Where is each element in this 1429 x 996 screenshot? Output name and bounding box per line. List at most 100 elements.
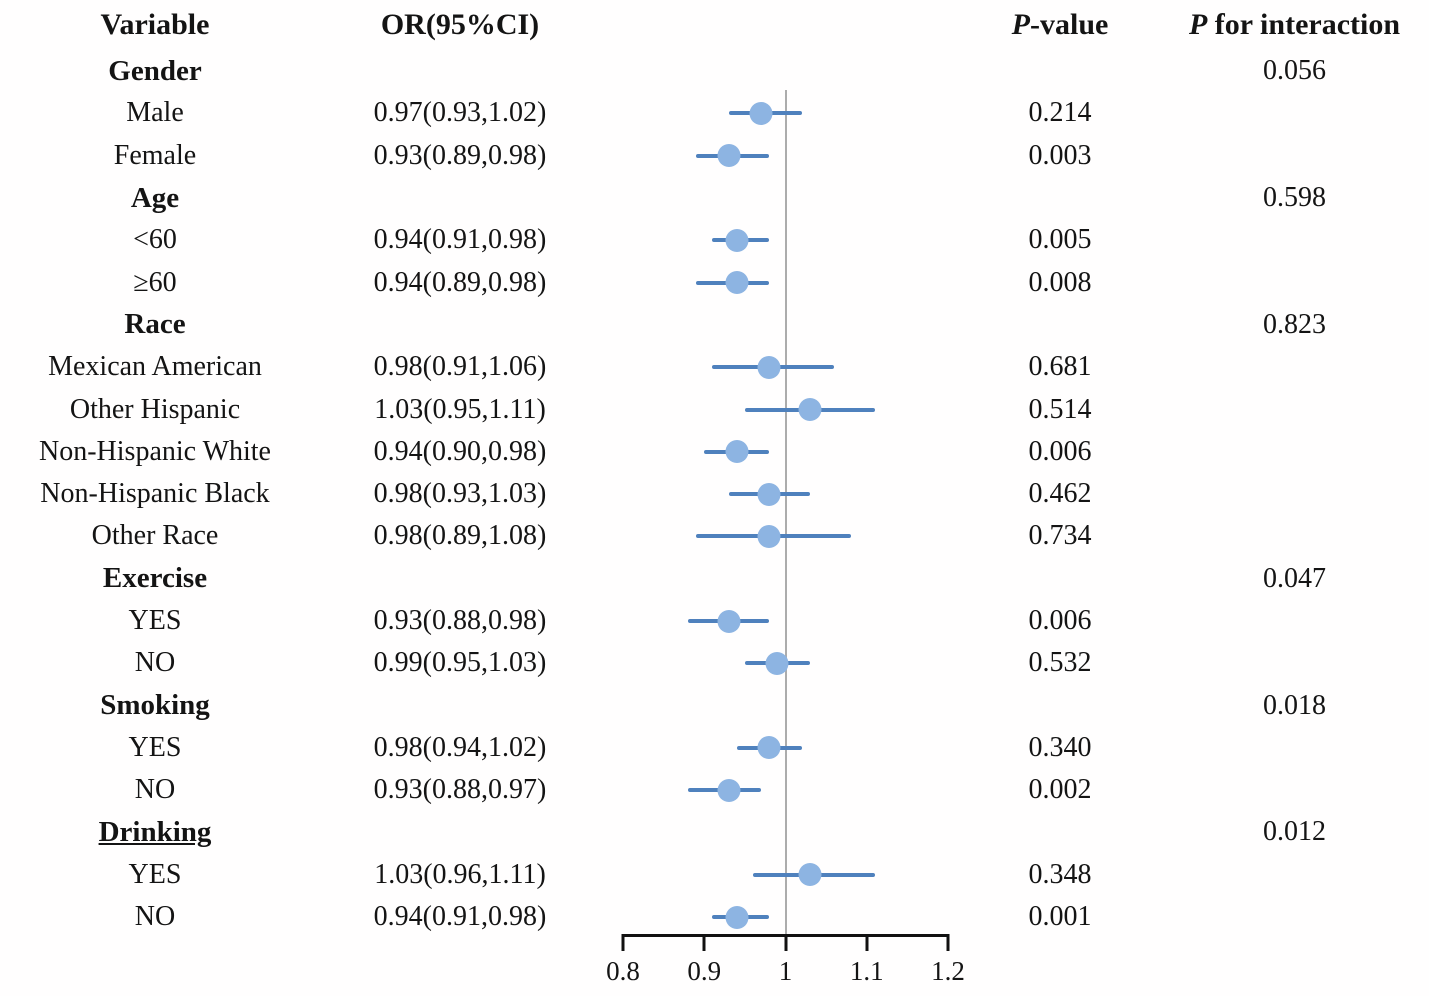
- variable-label: YES: [128, 858, 182, 890]
- plot-scale: [623, 135, 948, 177]
- p-value: 0.008: [1028, 266, 1092, 298]
- p-value: 0.514: [1028, 393, 1092, 425]
- variable-label: Other Hispanic: [69, 393, 241, 425]
- p-value: 0.003: [1028, 139, 1092, 171]
- or-ci-value: 1.03(0.96,1.11): [374, 858, 546, 890]
- odds-ratio-marker: [717, 609, 741, 633]
- odds-ratio-marker: [765, 651, 789, 675]
- p-value-italic-p: P: [1011, 8, 1030, 41]
- odds-ratio-marker: [725, 440, 749, 464]
- plot-cell: [610, 92, 960, 134]
- or-ci-value: 0.97(0.93,1.02): [373, 97, 547, 129]
- plot-scale: [623, 515, 948, 557]
- p-for-interaction-value: 0.018: [1263, 689, 1326, 721]
- forest-row: Other Hispanic 1.03(0.95,1.11) 0.514: [0, 388, 1429, 430]
- p-for-interaction-value: 0.598: [1263, 182, 1326, 214]
- or-ci-value: 0.93(0.89,0.98): [373, 139, 547, 171]
- p-value: 0.734: [1028, 520, 1092, 552]
- forest-row: Mexican American 0.98(0.91,1.06) 0.681: [0, 346, 1429, 388]
- p-for-interaction-value: 0.056: [1263, 55, 1326, 87]
- plot-cell: [610, 642, 960, 684]
- plot-scale: [623, 727, 948, 769]
- axis-tick-label: 1.2: [931, 956, 965, 986]
- section-label: Smoking: [100, 689, 210, 722]
- odds-ratio-marker: [725, 271, 749, 295]
- odds-ratio-marker: [757, 736, 781, 760]
- axis-tick: [865, 934, 869, 951]
- section-label: Age: [130, 181, 180, 214]
- forest-row: ≥60 0.94(0.89,0.98) 0.008: [0, 261, 1429, 303]
- column-header-p-interaction: P for interaction: [1160, 8, 1429, 42]
- column-header-plot-spacer: [610, 0, 960, 50]
- odds-ratio-marker: [757, 524, 781, 548]
- odds-ratio-marker: [749, 101, 773, 125]
- plot-scale: [623, 431, 948, 473]
- plot-scale: [623, 473, 948, 515]
- p-value: 0.001: [1028, 901, 1092, 933]
- forest-row: <60 0.94(0.91,0.98) 0.005: [0, 219, 1429, 261]
- p-value: 0.462: [1028, 478, 1092, 510]
- variable-label: YES: [128, 731, 182, 763]
- plot-scale: [623, 219, 948, 261]
- plot-cell: [610, 854, 960, 896]
- plot-cell: [610, 388, 960, 430]
- plot-cell: [610, 811, 960, 853]
- or-ci-value: 0.98(0.94,1.02): [373, 731, 547, 763]
- or-ci-value: 0.94(0.91,0.98): [373, 224, 547, 256]
- odds-ratio-marker: [717, 144, 741, 168]
- plot-scale: [623, 346, 948, 388]
- axis-tick: [784, 934, 787, 951]
- column-headers: Variable OR(95%CI) P-value P for interac…: [0, 0, 1429, 50]
- section-label: Race: [124, 308, 186, 341]
- odds-ratio-marker: [798, 398, 822, 422]
- plot-scale: [623, 854, 948, 896]
- forest-row: Non-Hispanic White 0.94(0.90,0.98) 0.006: [0, 431, 1429, 473]
- plot-cell: [610, 135, 960, 177]
- plot-scale: [623, 388, 948, 430]
- or-ci-value: 0.93(0.88,0.98): [373, 605, 547, 636]
- p-for-interaction-value: 0.047: [1263, 562, 1326, 594]
- or-ci-value: 0.94(0.89,0.98): [373, 266, 547, 298]
- forest-row: NO 0.99(0.95,1.03) 0.532: [0, 642, 1429, 684]
- variable-label: YES: [128, 605, 182, 636]
- p-value: 0.532: [1028, 647, 1092, 679]
- p-value: 0.005: [1028, 224, 1092, 256]
- or-ci-value: 0.98(0.89,1.08): [373, 520, 547, 552]
- p-value: 0.006: [1028, 605, 1092, 636]
- axis-tick: [946, 934, 950, 951]
- plot-scale: [623, 642, 948, 684]
- variable-label: Other Race: [91, 520, 219, 552]
- plot-cell: [610, 304, 960, 346]
- plot-cell: [610, 346, 960, 388]
- plot-cell: [610, 50, 960, 92]
- plot-cell: [610, 515, 960, 557]
- plot-cell: [610, 219, 960, 261]
- plot-scale: [623, 769, 948, 811]
- p-for-interaction-value: 0.012: [1263, 816, 1326, 848]
- variable-label: NO: [134, 774, 176, 806]
- variable-label: Non-Hispanic Black: [40, 478, 270, 510]
- odds-ratio-marker: [798, 863, 822, 887]
- section-row: Drinking 0.012: [0, 811, 1429, 853]
- variable-label: ≥60: [133, 266, 177, 298]
- plot-scale: [623, 600, 948, 642]
- forest-rows: Gender 0.056 Male 0.97(0.93,1.02) 0.214 Femal…: [0, 50, 1429, 938]
- forest-row: NO 0.94(0.91,0.98) 0.001: [0, 896, 1429, 938]
- plot-scale: [623, 261, 948, 303]
- axis-tick-label: 1: [778, 956, 793, 986]
- section-row: Age 0.598: [0, 177, 1429, 219]
- or-ci-value: 1.03(0.95,1.11): [374, 393, 546, 425]
- section-label: Exercise: [102, 562, 208, 595]
- forest-row: YES 0.93(0.88,0.98) 0.006: [0, 600, 1429, 642]
- plot-cell: [610, 896, 960, 938]
- axis-tick-label: 0.8: [606, 956, 640, 986]
- or-ci-value: 0.98(0.93,1.03): [373, 478, 547, 510]
- p-value: 0.348: [1028, 858, 1092, 890]
- variable-label: Mexican American: [48, 351, 262, 383]
- forest-row: Male 0.97(0.93,1.02) 0.214: [0, 92, 1429, 134]
- plot-cell: [610, 431, 960, 473]
- odds-ratio-marker: [717, 778, 741, 802]
- forest-row: Female 0.93(0.89,0.98) 0.003: [0, 135, 1429, 177]
- or-ci-value: 0.94(0.90,0.98): [373, 435, 547, 467]
